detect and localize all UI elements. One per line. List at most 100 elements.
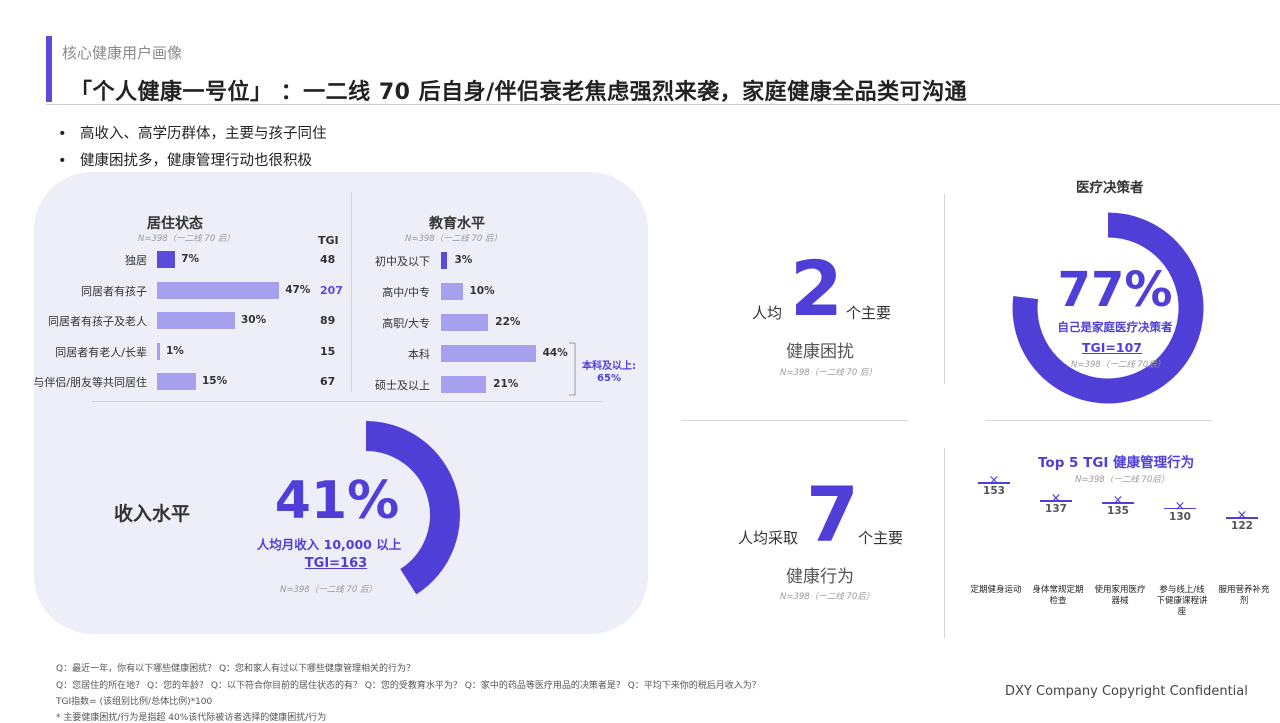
copyright: DXY Company Copyright Confidential <box>1005 684 1248 699</box>
top5-value: 135 <box>1107 505 1129 518</box>
residence-bar <box>157 373 196 390</box>
top5-marker-x: × <box>1236 508 1248 523</box>
top5-category-label: 身体常规定期 检查 <box>1032 585 1084 606</box>
top5-marker-line <box>978 482 1010 484</box>
top5-marker-x: × <box>1174 498 1186 514</box>
residence-row-label: 同居者有孩子 <box>81 284 147 298</box>
concerns-number: 2 <box>790 244 843 333</box>
concerns-prefix: 人均 <box>752 304 783 322</box>
education-row-label: 高中/中专 <box>382 286 430 299</box>
residence-row-label: 同居者有老人/长辈 <box>55 345 147 359</box>
education-pct: 3% <box>454 254 473 266</box>
footnote: TGI指数= (该组别比例/总体比例)*100 <box>56 697 213 707</box>
top5-marker-x: × <box>1050 491 1062 507</box>
concerns-suffix: 个主要 <box>846 304 892 322</box>
right-v-divider-top <box>944 194 945 384</box>
footnote: Q：您居住的所在地？ Q：您的年龄？ Q：以下符合你目前的居住状态的有？ Q：您… <box>56 681 761 691</box>
education-row-label: 硕士及以上 <box>375 379 430 392</box>
residence-pct: 1% <box>166 344 184 357</box>
concerns-note: N=398（一二线 70 后） <box>780 368 877 378</box>
education-note: N=398（一二线 70 后） <box>405 234 502 244</box>
residence-bar <box>157 342 160 360</box>
title-divider <box>46 104 1280 105</box>
income-tgi: TGI=163 <box>304 556 368 571</box>
actions-note: N=398（一二线 70后） <box>780 592 875 602</box>
residence-tgi: 207 <box>320 283 343 297</box>
education-pct: 44% <box>542 347 568 359</box>
right-h-divider <box>986 420 1212 421</box>
top5-title: Top 5 TGI 健康管理行为 <box>1038 455 1195 471</box>
actions-suffix: 个主要 <box>858 529 904 547</box>
income-ring <box>365 421 460 595</box>
right-v-divider-bottom <box>944 448 945 638</box>
residence-pct: 30% <box>241 314 267 326</box>
page-title: 「个人健康一号位」 ：一二线 70 后自身/伴侣衰老焦虑强烈来袭，家庭健康全品类… <box>70 80 968 105</box>
decision-tgi: TGI=107 <box>1081 340 1142 355</box>
footnote: * 主要健康困扰/行为是指超 40%该代际被访者选择的健康困扰/行为 <box>56 713 327 723</box>
residence-bar <box>157 281 280 299</box>
residence-tgi: 15 <box>320 344 336 358</box>
actions-number: 7 <box>806 470 859 559</box>
decision-ring-arc <box>1012 212 1204 404</box>
actions-label: 健康行为 <box>786 567 854 587</box>
panel-divider <box>351 192 352 392</box>
education-pct: 21% <box>493 378 519 390</box>
top5-note: N=398（一二线 70后） <box>1075 475 1170 485</box>
income-desc: 人均月收入 10,000 以上 <box>256 537 402 552</box>
residence-note: N=398（一二线 70 后） <box>138 234 235 244</box>
income-ring-arc <box>365 421 460 595</box>
residence-title: 居住状态 <box>147 216 203 232</box>
income-title: 收入水平 <box>114 503 191 525</box>
education-pct: 22% <box>495 316 521 328</box>
top5-category-label: 使用家用医疗 器械 <box>1094 585 1146 606</box>
income-note: N=398（一二线 70 后） <box>280 585 377 595</box>
income-value: 41% <box>274 471 400 531</box>
bullet-item: • 高收入、高学历群体，主要与孩子同住 <box>58 126 327 142</box>
concerns-label: 健康困扰 <box>786 342 854 362</box>
profile-panel <box>34 172 648 634</box>
top5-value: 137 <box>1045 503 1067 516</box>
education-bar <box>441 252 448 269</box>
decision-note: N=398（一二线 70后） <box>1071 360 1166 370</box>
top5-marker-line <box>1226 517 1258 519</box>
bullet-item: • 健康困扰多，健康管理行动也很积极 <box>58 153 312 169</box>
residence-bar <box>157 312 235 329</box>
section-label: 核心健康用户画像 <box>62 44 183 62</box>
top5-category-label: 定期健身运动 <box>970 585 1022 595</box>
footnote: Q：最近一年，你有以下哪些健康困扰？ Q：您和家人有过以下哪些健康管理相关的行为… <box>56 664 416 674</box>
top5-marker-line <box>1164 507 1196 510</box>
top5-value: 130 <box>1169 510 1191 523</box>
decision-value: 77% <box>1057 262 1173 318</box>
residence-pct: 15% <box>202 375 228 387</box>
panel-h-divider <box>92 401 602 402</box>
residence-bar <box>157 251 176 268</box>
education-bracket <box>569 342 576 396</box>
top5-value: 153 <box>983 485 1005 497</box>
education-row-label: 初中及以下 <box>375 255 430 268</box>
decision-ring <box>1012 212 1204 404</box>
residence-tgi: 48 <box>320 253 336 266</box>
top5-marker-x: × <box>988 473 1000 488</box>
residence-pct: 47% <box>285 283 311 296</box>
residence-tgi: 67 <box>320 375 336 388</box>
actions-prefix: 人均采取 <box>738 529 799 547</box>
top5-category-label: 服用营养补充剂 <box>1218 585 1270 606</box>
decision-title: 医疗决策者 <box>1076 180 1144 196</box>
tgi-header: TGI <box>318 234 339 247</box>
decision-desc: 自己是家庭医疗决策者 <box>1057 320 1173 334</box>
top5-marker-x: × <box>1112 493 1124 509</box>
residence-tgi: 89 <box>320 314 336 327</box>
education-bar <box>441 345 536 362</box>
education-bar <box>441 283 463 300</box>
education-row-label: 本科 <box>408 348 430 361</box>
center-h-divider <box>682 420 908 421</box>
top5-category-label: 参与线上/线 下健康课程讲座 <box>1156 585 1208 617</box>
education-row-label: 高职/大专 <box>382 317 430 330</box>
higher-education-summary: 本科及以上: 65% <box>582 361 636 384</box>
residence-row-label: 独居 <box>125 254 147 267</box>
top5-value: 122 <box>1231 520 1253 532</box>
residence-pct: 7% <box>181 253 200 265</box>
title-accent-bar <box>46 36 52 102</box>
education-bar <box>441 314 489 331</box>
residence-row-label: 同居者有孩子及老人 <box>48 315 147 328</box>
